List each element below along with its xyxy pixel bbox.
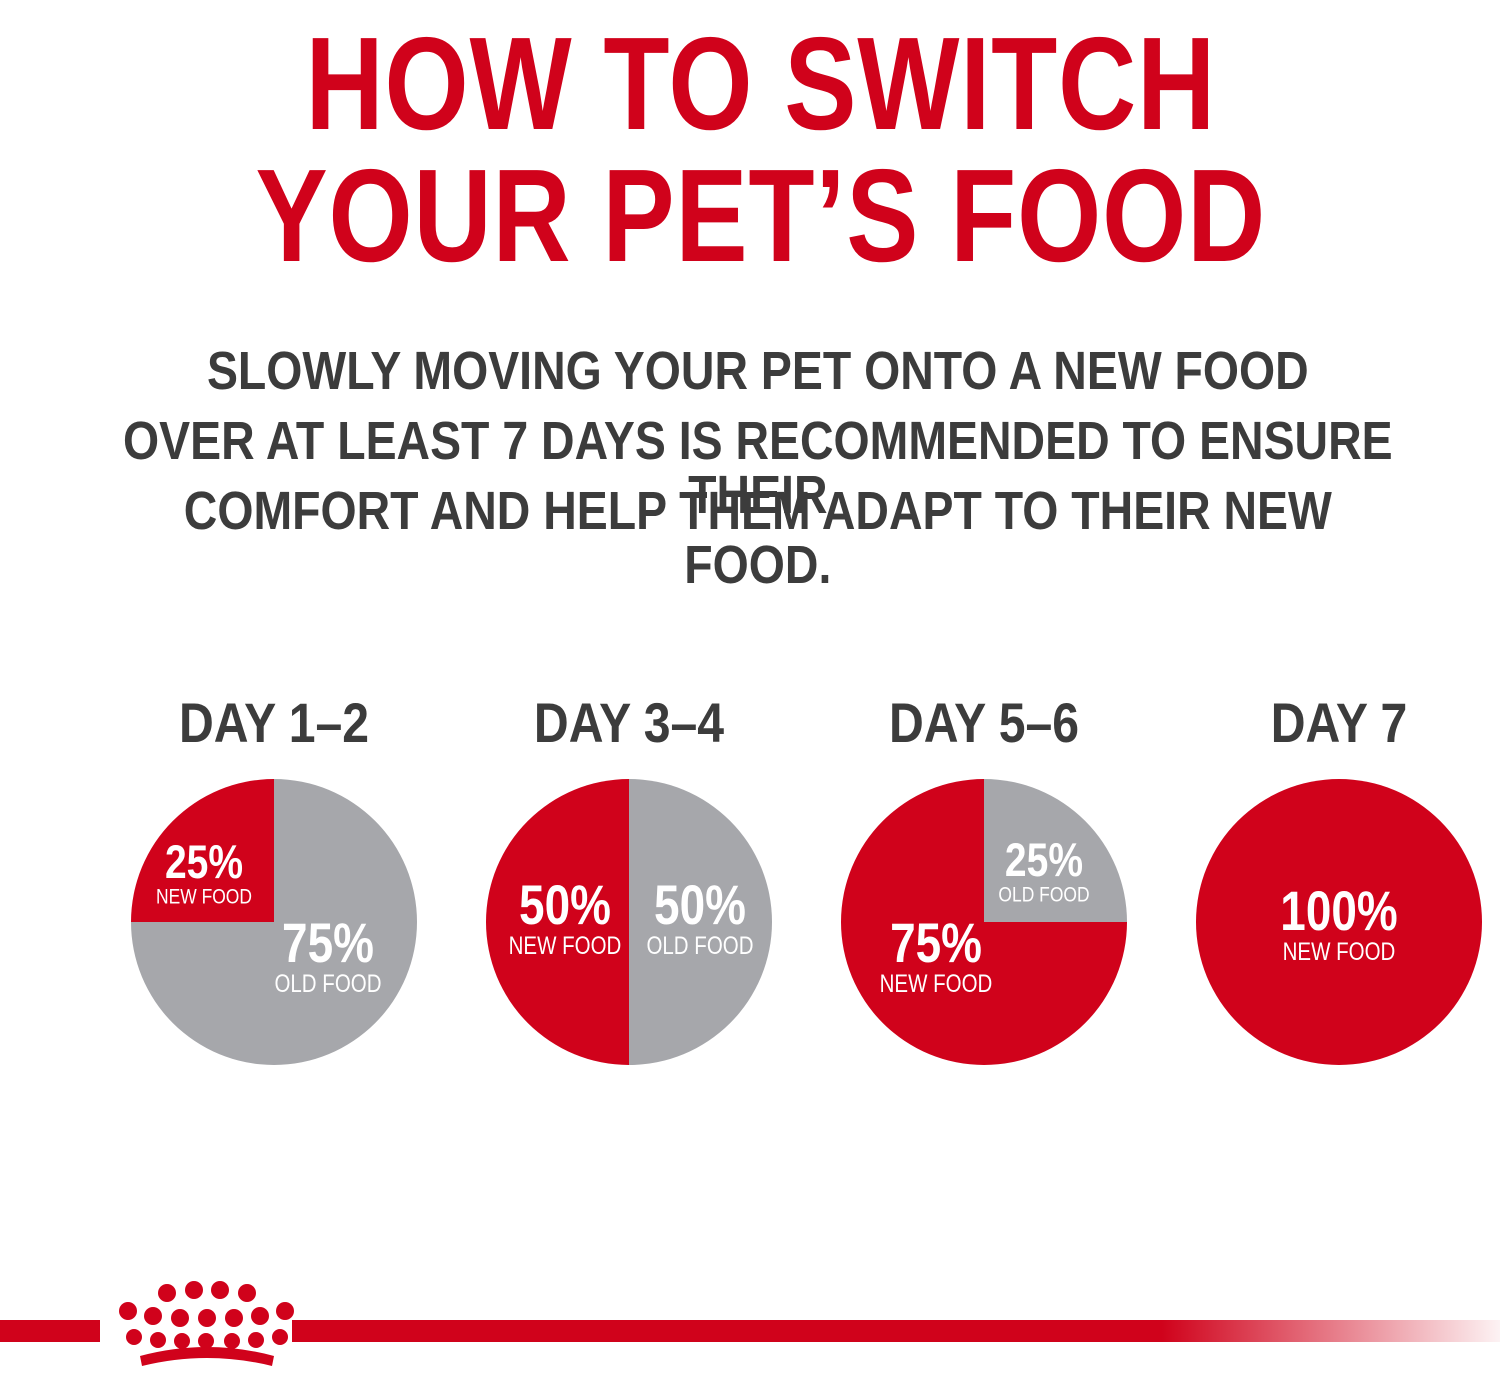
intro-text-line-1: SLOWLY MOVING YOUR PET ONTO A NEW FOOD <box>206 341 1309 401</box>
pie-slice-old-food <box>629 779 772 1065</box>
day-label: DAY 3–4 <box>534 693 724 755</box>
pie-slice-new-food <box>841 779 1127 1065</box>
old-food-percent: 25% <box>1005 834 1083 886</box>
new-food-percent: 100% <box>1280 880 1397 942</box>
day-label: DAY 5–6 <box>889 693 1079 755</box>
intro-text-line-2: OVER AT LEAST 7 DAYS IS RECOMMENDED TO E… <box>123 411 1393 525</box>
pie-slice-new-food <box>486 779 629 1065</box>
new-food-percent: 50% <box>519 874 611 936</box>
old-food-label: OLD FOOD <box>646 931 753 959</box>
intro-text-line-3: COMFORT AND HELP THEM ADAPT TO THEIR NEW… <box>183 481 1332 595</box>
pie-chart-day-1: DAY 1–2 25%NEW FOOD 75%OLD FOOD <box>131 693 417 1065</box>
page-title-line-2: YOUR PET’S FOOD <box>255 142 1267 289</box>
page-title-line-1: HOW TO SWITCH <box>305 10 1217 157</box>
new-food-label: NEW FOOD <box>880 969 993 997</box>
day-label: DAY 7 <box>1271 693 1408 755</box>
old-food-percent: 75% <box>282 912 374 974</box>
pie-slice-new-food <box>131 779 274 922</box>
new-food-percent: 75% <box>890 912 982 974</box>
old-food-label: OLD FOOD <box>998 883 1089 907</box>
new-food-label: NEW FOOD <box>156 885 252 909</box>
pie-chart-day-4: DAY 7 100%NEW FOOD <box>1196 693 1482 1065</box>
pie-chart-day-3: DAY 5–6 75%NEW FOOD 25%OLD FOOD <box>841 693 1127 1065</box>
old-food-percent: 50% <box>654 874 746 936</box>
pie-slice-old-food <box>984 779 1127 922</box>
new-food-percent: 25% <box>165 836 243 888</box>
pie-slice-new-food <box>1196 779 1482 1065</box>
day-label: DAY 1–2 <box>179 693 369 755</box>
old-food-label: OLD FOOD <box>274 969 381 997</box>
new-food-label: NEW FOOD <box>509 931 622 959</box>
new-food-label: NEW FOOD <box>1283 937 1396 965</box>
